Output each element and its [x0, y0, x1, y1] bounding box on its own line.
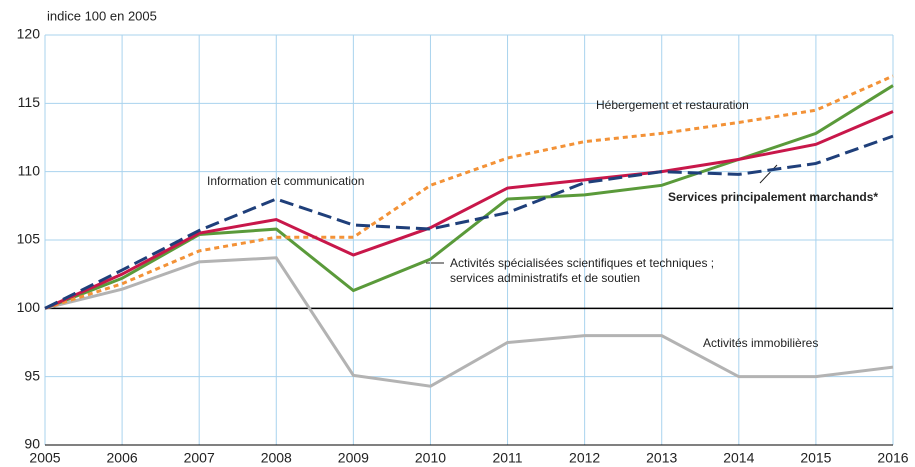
series-line: [44, 110, 894, 310]
series-annotation: Information et communication: [207, 174, 364, 188]
series-line: [44, 74, 894, 310]
series-annotation: Activités immobilières: [703, 336, 818, 350]
x-tick-label: 2013: [646, 450, 677, 466]
y-tick-label: 110: [18, 162, 41, 178]
x-tick-label: 2016: [877, 450, 908, 466]
x-tick-label: 2011: [492, 450, 522, 466]
x-tick-label: 2005: [29, 450, 60, 466]
y-tick-label: 100: [17, 299, 41, 315]
series-annotation: Services principalement marchands*: [668, 190, 878, 204]
x-tick-label: 2009: [338, 450, 369, 466]
x-tick-label: 2014: [723, 450, 754, 466]
leader-line: [759, 164, 778, 184]
series-annotation: Activités spécialisées scientifiques et …: [450, 256, 715, 285]
y-axis-label: indice 100 en 2005: [47, 8, 157, 23]
y-tick-label: 90: [24, 436, 40, 452]
x-tick-label: 2007: [184, 450, 215, 466]
x-tick-label: 2010: [415, 450, 446, 466]
y-tick-label: 120: [17, 26, 41, 42]
series-line: [44, 134, 894, 310]
y-tick-label: 115: [18, 94, 41, 110]
x-tick-label: 2008: [261, 450, 292, 466]
y-tick-label: 105: [17, 231, 41, 247]
x-tick-label: 2012: [569, 450, 600, 466]
y-tick-label: 95: [24, 367, 40, 383]
series-line: [44, 84, 894, 310]
series-line: [44, 256, 894, 388]
series-annotation: Hébergement et restauration: [596, 98, 749, 112]
x-tick-label: 2006: [107, 450, 138, 466]
x-tick-label: 2015: [800, 450, 831, 466]
